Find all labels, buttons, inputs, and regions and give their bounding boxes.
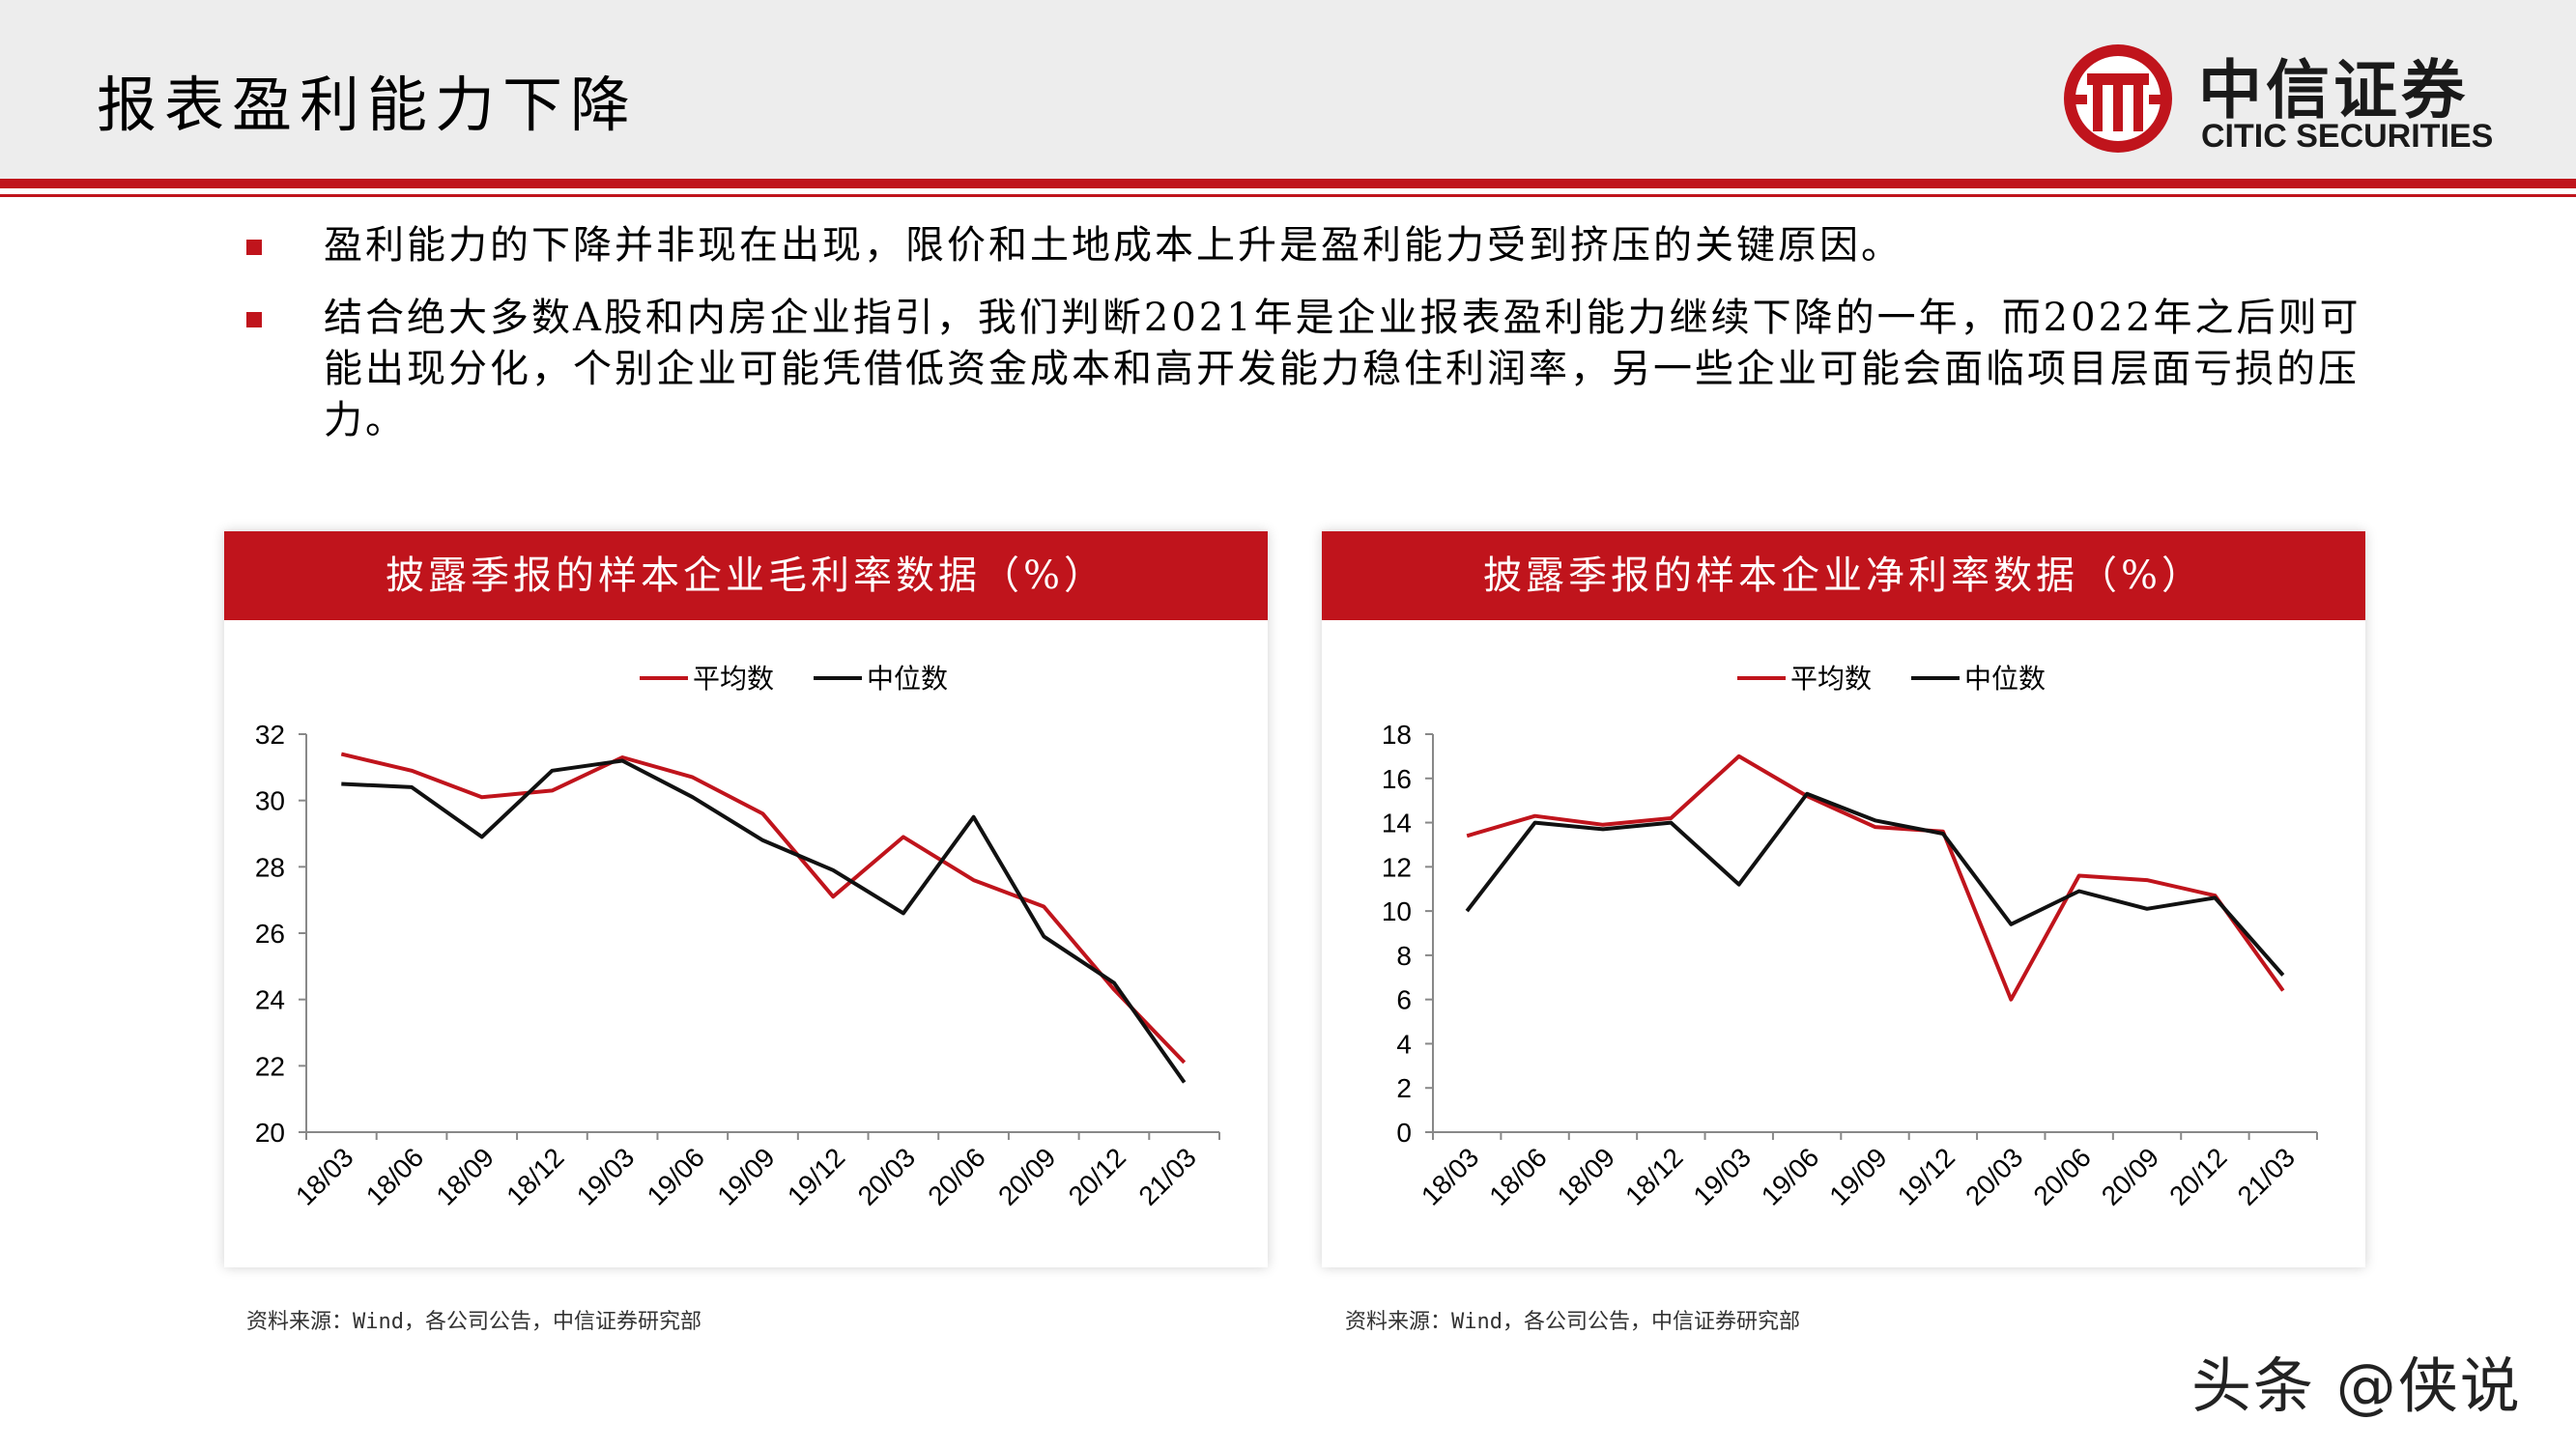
y-tick-label: 18: [1382, 720, 1412, 750]
citic-emblem-icon: [2064, 44, 2172, 153]
y-tick-label: 2: [1396, 1073, 1412, 1103]
x-tick-label: 18/03: [1416, 1142, 1484, 1210]
legend-label: 平均数: [1790, 663, 1872, 695]
gross-margin-chart: 平均数 中位数 20 22 24 26 28 30 32 18/03 18/06 18/09 18/12…: [255, 663, 1220, 1211]
x-tick-label: 19/09: [1823, 1142, 1892, 1210]
y-tick-label: 14: [1382, 809, 1412, 838]
legend-item: 平均数: [1737, 663, 1872, 695]
y-tick-label: 4: [1396, 1029, 1412, 1059]
bullet-text: 盈利能力的下降并非现在出现，限价和土地成本上升是盈利能力受到挤压的关键原因。: [324, 223, 1903, 268]
series-line: [1466, 753, 2285, 1002]
y-tick-label: 6: [1396, 985, 1412, 1015]
header-rule-thin: [0, 194, 2576, 197]
bullet-square-icon: [246, 312, 262, 327]
x-tick-label: 19/03: [571, 1142, 640, 1210]
x-tick-label: 19/06: [1756, 1142, 1824, 1210]
x-tick-label: 20/09: [992, 1142, 1061, 1210]
x-tick-label: 18/06: [360, 1142, 429, 1210]
chart-title-bar: 披露季报的样本企业毛利率数据（%）: [224, 531, 1268, 620]
y-tick-label: 30: [255, 786, 285, 816]
x-tick-label: 18/12: [501, 1142, 569, 1210]
bullet-list: 盈利能力的下降并非现在出现，限价和土地成本上升是盈利能力受到挤压的关键原因。 结…: [242, 220, 2367, 468]
y-tick-label: 0: [1396, 1118, 1412, 1148]
chart-title: 披露季报的样本企业毛利率数据（%）: [385, 554, 1106, 598]
y-tick-label: 12: [1382, 852, 1412, 882]
y-tick-label: 22: [255, 1051, 285, 1081]
x-tick-label: 20/12: [2163, 1142, 2232, 1210]
x-tick-label: 18/09: [1552, 1142, 1620, 1210]
chart-source-note: 资料来源：Wind，各公司公告，中信证券研究部: [246, 1310, 701, 1334]
legend-item: 中位数: [1911, 663, 2046, 695]
gross-margin-chart-panel: 披露季报的样本企业毛利率数据（%） 平均数 中位数 20 22 24 26 28 30 32 18…: [224, 531, 1268, 1267]
y-tick-label: 10: [1382, 896, 1412, 926]
x-tick-label: 21/03: [1132, 1142, 1201, 1210]
watermark: 头条 @侠说: [2191, 1350, 2522, 1421]
page-title: 报表盈利能力下降: [97, 70, 639, 140]
header-bar: 报表盈利能力下降 中信证券 CITIC SECURITIES: [0, 0, 2576, 179]
legend-item: 平均数: [640, 663, 774, 695]
series-line: [340, 752, 1187, 1065]
legend-label: 平均数: [693, 663, 774, 695]
x-tick-label: 20/09: [2096, 1142, 2164, 1210]
x-tick-label: 20/06: [922, 1142, 990, 1210]
bullet-square-icon: [246, 240, 262, 255]
x-tick-label: 18/06: [1483, 1142, 1552, 1210]
x-tick-label: 20/06: [2027, 1142, 2096, 1210]
y-tick-label: 26: [255, 919, 285, 949]
chart-title: 披露季报的样本企业净利率数据（%）: [1482, 554, 2204, 598]
x-tick-label: 19/12: [1892, 1142, 1961, 1210]
x-tick-label: 20/12: [1063, 1142, 1131, 1210]
y-tick-label: 8: [1396, 941, 1412, 971]
legend-label: 中位数: [1964, 663, 2046, 695]
x-tick-label: 21/03: [2232, 1142, 2301, 1210]
x-tick-label: 18/03: [290, 1142, 358, 1210]
y-tick-label: 16: [1382, 764, 1412, 794]
header-rule: [0, 179, 2576, 188]
x-tick-label: 20/03: [852, 1142, 921, 1210]
legend-label: 中位数: [867, 663, 948, 695]
chart-title-bar: 披露季报的样本企业净利率数据（%）: [1322, 531, 2365, 620]
x-tick-label: 20/03: [1960, 1142, 2028, 1210]
legend-item: 中位数: [814, 663, 948, 695]
x-tick-label: 19/06: [642, 1142, 710, 1210]
y-tick-label: 24: [255, 985, 285, 1015]
x-tick-label: 19/12: [782, 1142, 850, 1210]
x-tick-label: 19/03: [1688, 1142, 1757, 1210]
net-margin-chart: 平均数 中位数 0 2 4 6 8 10 12 14 16 18 18/0318/0618/0918/1…: [1382, 663, 2318, 1211]
x-tick-label: 18/12: [1619, 1142, 1688, 1210]
logo-english-text: CITIC SECURITIES: [2201, 118, 2494, 155]
bullet-item: 结合绝大多数A股和内房企业指引，我们判断2021年是企业报表盈利能力继续下降的一…: [242, 293, 2367, 446]
x-tick-label: 18/09: [431, 1142, 500, 1210]
net-margin-chart-panel: 披露季报的样本企业净利率数据（%） 平均数 中位数 0 2 4 6 8 10 12 14 16 18 1…: [1322, 531, 2365, 1267]
y-tick-label: 32: [255, 720, 285, 750]
y-tick-label: 28: [255, 852, 285, 882]
bullet-text: 结合绝大多数A股和内房企业指引，我们判断2021年是企业报表盈利能力继续下降的一…: [324, 296, 2361, 442]
bullet-item: 盈利能力的下降并非现在出现，限价和土地成本上升是盈利能力受到挤压的关键原因。: [242, 220, 2367, 271]
logo-chinese-text: 中信证券: [2198, 53, 2469, 128]
y-tick-label: 20: [255, 1118, 285, 1148]
x-tick-label: 19/09: [711, 1142, 780, 1210]
chart-source-note: 资料来源：Wind，各公司公告，中信证券研究部: [1345, 1310, 1800, 1334]
citic-logo: 中信证券 CITIC SECURITIES: [2058, 39, 2503, 164]
